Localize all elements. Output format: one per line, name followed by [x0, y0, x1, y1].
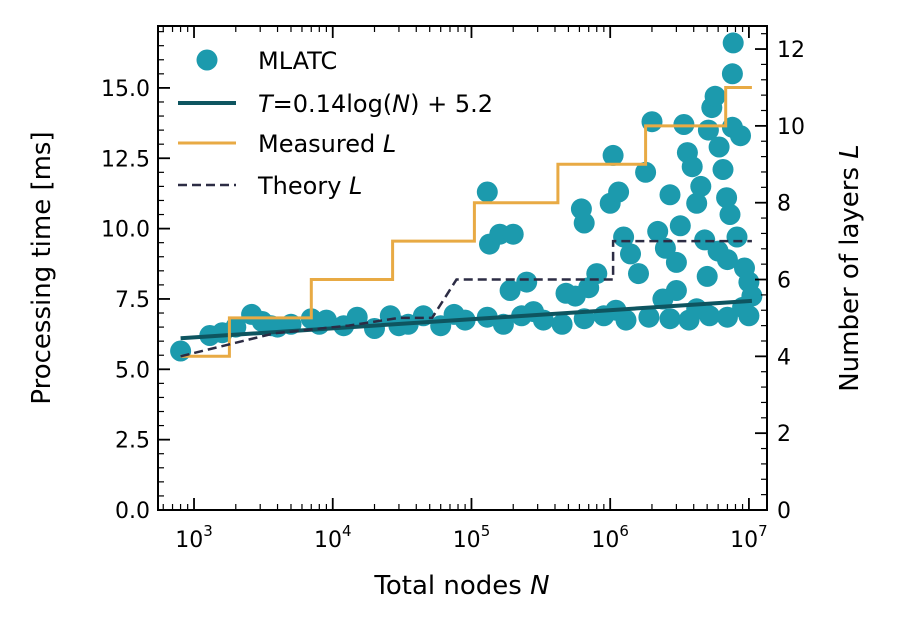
x-tick-exponent: 7: [758, 522, 768, 540]
scatter-point: [654, 237, 676, 259]
x-tick-base: 10: [730, 528, 758, 553]
scatter-point: [686, 192, 708, 214]
y2-tick-label: 12: [777, 38, 805, 63]
scatter-point: [586, 263, 608, 285]
legend-fit-body: =0.14log(: [273, 90, 393, 118]
scatter-point: [716, 249, 738, 271]
scatter-point: [523, 301, 544, 323]
scatter-point: [726, 226, 748, 248]
y-tick-label: 5.0: [115, 358, 150, 383]
scatter-point: [211, 322, 233, 344]
x-tick-base: 10: [453, 528, 481, 553]
x-tick-base: 10: [314, 528, 342, 553]
scatter-point: [665, 251, 687, 273]
y-tick-label: 15.0: [101, 77, 150, 102]
scatter-point: [730, 125, 751, 147]
legend-label-0: MLATC: [258, 47, 337, 75]
scatter-point: [716, 187, 738, 209]
scatter-point: [170, 340, 192, 362]
scatter-point: [712, 159, 734, 180]
plot-frame: [157, 25, 768, 511]
scatter-point: [719, 204, 741, 225]
x-tick-exponent: 4: [342, 522, 352, 540]
scatter-point: [721, 63, 743, 85]
scatter-point: [647, 220, 669, 242]
x-tick-label: 103: [175, 522, 213, 553]
legend-fit-suffix: ) + 5.2: [410, 90, 493, 118]
scatter-point: [573, 212, 595, 234]
scatter-point: [602, 144, 624, 166]
measured-L-line: [180, 86, 752, 358]
scatter-point: [704, 85, 726, 107]
legend-label-prefix: Theory: [257, 172, 349, 200]
scatter-point: [681, 156, 703, 178]
scatter-point: [502, 223, 524, 245]
scatter-point: [722, 32, 744, 54]
line-layer: [180, 86, 753, 358]
x-tick-label: 105: [453, 522, 491, 553]
scatter-point: [652, 288, 674, 310]
scatter-point: [608, 181, 630, 203]
y2-tick-label: 2: [777, 422, 791, 447]
y-tick-label: 2.5: [115, 429, 150, 454]
legend-label-var: L: [383, 130, 396, 158]
scatter-point: [741, 285, 763, 307]
y2-tick-label: 6: [777, 269, 791, 294]
y-tick-label: 7.5: [115, 288, 150, 313]
legend-label-prefix: Measured: [258, 130, 383, 158]
scatter-point: [690, 175, 712, 197]
legend-label-3: Theory L: [257, 172, 362, 200]
y-tick-label: 10.0: [101, 218, 150, 243]
x-tick-exponent: 6: [619, 522, 629, 540]
scatter-point: [551, 313, 573, 335]
x-tick-base: 10: [175, 528, 203, 553]
tick-layer: 103 104 105 106 1070.02.55.07.510.012.515.00…: [101, 26, 805, 553]
y-axis-title: Processing time [ms]: [27, 131, 57, 404]
legend-fit-var-n: N: [392, 90, 410, 118]
x-tick-label: 107: [730, 522, 768, 553]
x-tick-label: 106: [591, 522, 629, 553]
x-tick-exponent: 3: [203, 522, 213, 540]
scatter-point: [364, 318, 385, 339]
legend-fit-var-t: T: [258, 90, 275, 118]
scatter-point: [638, 306, 660, 328]
scatter-point: [686, 298, 708, 320]
y2-axis-title: Number of layers L: [835, 144, 865, 392]
scatter-point: [499, 280, 521, 301]
x-axis-title: Total nodes N: [373, 571, 549, 601]
y2-tick-label: 4: [777, 345, 791, 370]
y-tick-label: 0.0: [115, 499, 150, 524]
scatter-point: [659, 308, 681, 330]
legend-label-var: L: [349, 172, 362, 200]
scatter-point: [696, 265, 718, 287]
x-tick-label: 104: [314, 522, 352, 553]
y2-axis-title-var: L: [835, 144, 865, 159]
theory-L-line: [180, 239, 752, 358]
scatter-point: [669, 215, 691, 237]
y-tick-label: 12.5: [101, 147, 150, 172]
x-axis-title-prefix: Total nodes: [373, 571, 530, 601]
scatter-point: [716, 306, 738, 328]
scatter-point: [708, 136, 730, 158]
y2-axis-title-prefix: Number of layers: [835, 159, 865, 392]
x-tick-base: 10: [591, 528, 619, 553]
scatter-point: [516, 271, 538, 293]
scatter-point: [620, 243, 641, 265]
x-axis-title-var: N: [530, 571, 549, 601]
y2-tick-label: 8: [777, 192, 791, 217]
y2-tick-label: 10: [777, 115, 805, 140]
x-tick-exponent: 5: [481, 522, 491, 540]
legend-marker-scatter: [196, 49, 218, 71]
scatter-point: [476, 181, 498, 203]
legend-label-2: Measured L: [258, 130, 396, 158]
scatter-point: [659, 184, 681, 206]
legend-label-1: T=0.14log(N) + 5.2: [258, 90, 493, 118]
y2-tick-label: 0: [777, 499, 791, 524]
scatter-point: [635, 161, 657, 183]
scatter-point: [628, 263, 649, 285]
